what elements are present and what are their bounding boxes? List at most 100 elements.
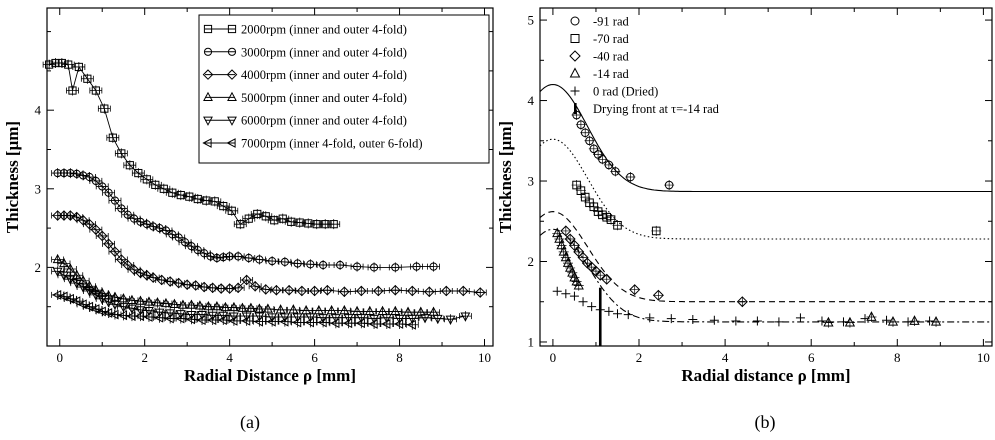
data-point-7000rpm — [164, 313, 174, 324]
caption-b: (b) — [755, 412, 776, 433]
data-point-7000rpm — [291, 317, 302, 328]
fit-curve-40-rad — [539, 211, 992, 303]
data-point-14-rad — [558, 245, 569, 256]
data-point-6000rpm — [103, 298, 114, 308]
x-tick-label-a: 6 — [311, 350, 318, 365]
data-point-70-rad — [602, 212, 612, 222]
legend-label-6000rpm: 6000rpm (inner and outer 4-fold) — [241, 114, 407, 128]
error-bar-5000rpm — [210, 301, 224, 312]
error-bar-5000rpm — [252, 304, 266, 315]
data-point-3000rpm — [234, 252, 243, 261]
error-bar-3000rpm — [427, 261, 440, 272]
legend-marker-6000rpm — [203, 116, 213, 126]
data-point-0-rad-dried — [752, 316, 762, 326]
error-bar-6000rpm — [342, 312, 355, 323]
data-point-5000rpm — [339, 304, 350, 315]
data-point-2000rpm — [134, 168, 143, 178]
data-point-0-rad-dried — [623, 310, 633, 320]
data-point-5000rpm — [313, 304, 324, 315]
error-bar-3000rpm — [278, 256, 292, 267]
error-bar-4000rpm — [439, 285, 453, 296]
data-point-2000rpm — [117, 149, 126, 158]
error-bar-3000rpm — [127, 213, 141, 224]
data-point-4000rpm — [156, 274, 167, 286]
error-bar-4000rpm — [240, 274, 254, 285]
data-point-2000rpm — [168, 188, 177, 197]
data-point-2000rpm — [83, 74, 92, 83]
x-tick-label-a: 8 — [396, 350, 403, 365]
data-point-7000rpm — [217, 315, 227, 325]
data-point-5000rpm — [220, 301, 231, 312]
data-point-6000rpm — [292, 313, 303, 323]
error-bar-2000rpm — [80, 73, 94, 84]
data-point-7000rpm — [71, 296, 81, 307]
data-point-2000rpm — [261, 212, 270, 221]
error-bar-7000rpm — [108, 309, 122, 320]
error-bar-6000rpm — [291, 311, 305, 322]
data-point-7000rpm — [143, 311, 153, 322]
y-tick-label-a: 4 — [35, 103, 42, 118]
data-point-4000rpm — [389, 284, 401, 296]
data-point-91-rad — [580, 128, 590, 138]
y-axis-label-b: Thickness [μm] — [496, 121, 515, 233]
error-bar-40-rad — [629, 284, 640, 295]
error-bar-5000rpm — [414, 307, 428, 318]
error-bar-5000rpm — [57, 258, 71, 269]
y-axis-label-a: Thickness [μm] — [3, 121, 22, 233]
legend-marker-6000rpm — [227, 116, 237, 126]
error-bar-3000rpm — [231, 251, 245, 262]
data-point-7000rpm — [228, 315, 238, 326]
error-bar-2000rpm — [165, 187, 179, 198]
data-point-3000rpm — [255, 255, 264, 264]
error-bar-3000rpm — [291, 258, 305, 269]
x-axis-label-a: Radial Distance ρ [mm] — [184, 366, 356, 385]
data-point-5000rpm — [186, 299, 197, 309]
data-point-2000rpm — [210, 197, 219, 206]
data-point-5000rpm — [203, 301, 214, 311]
data-point-4000rpm — [103, 238, 114, 250]
error-bar-40-rad — [737, 296, 748, 307]
data-point-7000rpm — [175, 313, 185, 324]
data-point-7000rpm — [83, 301, 94, 312]
data-point-70-rad — [580, 192, 590, 202]
error-bar-3000rpm — [95, 181, 109, 192]
data-point-70-rad — [598, 210, 607, 220]
data-point-91-rad — [585, 136, 594, 146]
error-bar-4000rpm — [189, 280, 203, 291]
error-bar-7000rpm — [329, 318, 343, 329]
error-bar-3000rpm — [333, 260, 347, 271]
error-bar-2000rpm — [208, 196, 222, 207]
error-bar-2000rpm — [66, 85, 79, 96]
error-bar-4000rpm — [83, 219, 96, 230]
data-point-2000rpm — [142, 175, 151, 184]
error-bar-2000rpm — [242, 213, 256, 224]
legend-marker-drying-front-at-14-rad — [574, 103, 577, 114]
data-point-0-rad-dried — [645, 313, 655, 323]
data-point-0-rad-dried — [688, 314, 698, 324]
data-point-14-rad — [866, 311, 877, 321]
error-bar-4000rpm — [114, 254, 128, 265]
error-bar-6000rpm — [108, 299, 122, 310]
data-point-0-rad-dried — [795, 313, 805, 323]
data-point-6000rpm — [197, 310, 207, 321]
error-bar-2000rpm — [191, 194, 205, 205]
error-bar-7000rpm — [227, 315, 241, 326]
error-bar-3000rpm — [172, 232, 186, 243]
error-bar-4000rpm — [308, 285, 321, 296]
legend-b: -91 rad -70 rad -40 rad -14 rad 0 rad (Dried… — [569, 15, 720, 116]
data-point-0-rad-dried — [925, 316, 935, 326]
data-point-0-rad-dried — [709, 315, 719, 325]
error-bar-2000rpm — [61, 59, 75, 70]
error-bar-40-rad — [595, 270, 606, 281]
error-bar-5000rpm — [427, 307, 440, 318]
data-point-70-rad — [589, 202, 599, 212]
error-bar-5000rpm — [325, 305, 338, 316]
legend-marker-0-rad-dried — [570, 86, 580, 96]
error-bar-3000rpm — [303, 259, 317, 270]
data-point-7000rpm — [368, 319, 378, 329]
data-point-4000rpm — [207, 282, 218, 294]
data-point-7000rpm — [381, 319, 391, 329]
data-point-7000rpm — [266, 316, 276, 327]
data-point-4000rpm — [190, 280, 201, 291]
data-point-7000rpm — [304, 317, 314, 328]
